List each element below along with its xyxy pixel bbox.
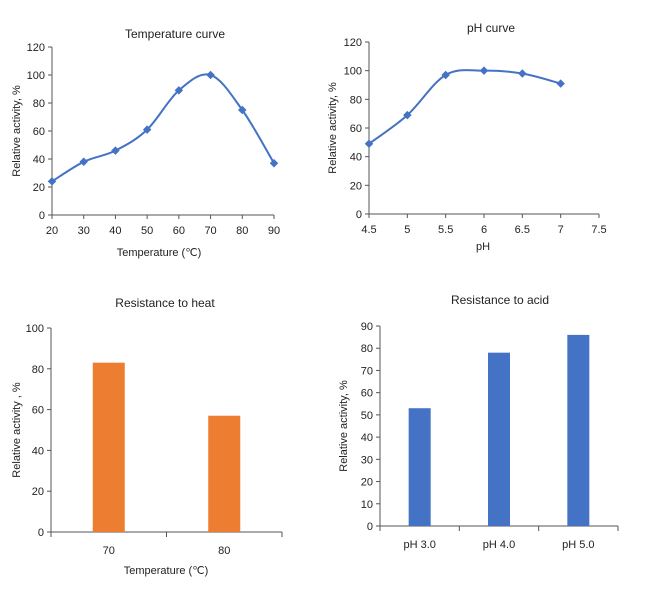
- y-tick-label: 120: [27, 42, 45, 54]
- x-tick-label: pH 4.0: [483, 539, 515, 551]
- bar: [92, 362, 125, 532]
- y-tick-label: 50: [361, 410, 373, 422]
- y-axis-label: Relative activity, %: [327, 82, 339, 174]
- chart-title: pH curve: [467, 21, 515, 35]
- y-tick-label: 60: [33, 126, 45, 138]
- chart-title: Resistance to heat: [115, 296, 215, 310]
- y-tick-label: 0: [356, 209, 362, 221]
- x-tick-label: 80: [236, 225, 248, 237]
- y-tick-label: 40: [361, 432, 373, 444]
- x-axis-label: pH: [476, 241, 490, 253]
- y-tick-label: 100: [344, 66, 362, 78]
- x-tick-label: pH 5.0: [562, 539, 594, 551]
- y-tick-label: 40: [32, 445, 44, 457]
- data-point: [556, 79, 565, 88]
- y-tick-label: 60: [32, 405, 44, 417]
- x-tick-label: 5: [404, 224, 410, 236]
- bar: [567, 334, 590, 526]
- x-tick-label: 60: [173, 225, 185, 237]
- y-tick-label: 20: [350, 180, 362, 192]
- x-tick-label: 5.5: [438, 224, 453, 236]
- x-axis-label: Temperature (℃): [124, 565, 209, 577]
- x-tick-label: 7: [558, 224, 564, 236]
- y-tick-label: 30: [361, 454, 373, 466]
- y-tick-label: 90: [361, 321, 373, 333]
- y-tick-label: 0: [38, 527, 44, 539]
- y-tick-label: 40: [33, 154, 45, 166]
- y-axis-label: Relative activity, %: [11, 85, 23, 177]
- x-tick-label: 70: [204, 225, 216, 237]
- y-tick-label: 20: [33, 182, 45, 194]
- panel-temperature-curve: Temperature curve Temperature (℃) Relati…: [11, 27, 280, 259]
- y-tick-label: 70: [361, 365, 373, 377]
- bar: [208, 415, 241, 532]
- x-tick-label: 40: [109, 225, 121, 237]
- plot-area: 0 10 20 30 40 50 60 70 80 90 pH 3.0 pH 4.0 pH 5.0: [361, 321, 619, 551]
- y-tick-label: 20: [361, 477, 373, 489]
- data-point: [403, 110, 412, 120]
- y-tick-label: 100: [26, 323, 44, 335]
- y-tick-label: 80: [361, 343, 373, 355]
- y-tick-label: 60: [350, 123, 362, 135]
- panel-ph-curve: pH curve pH Relative activity, % 0 20 40 60…: [327, 21, 607, 253]
- data-point: [441, 70, 450, 80]
- x-axis-label: Temperature (℃): [117, 247, 202, 259]
- panel-resistance-to-heat: Resistance to heat Temperature (℃) Relat…: [11, 296, 283, 577]
- y-tick-label: 10: [361, 499, 373, 511]
- series-line: [368, 69, 561, 145]
- data-point: [206, 70, 215, 80]
- data-point: [142, 125, 152, 134]
- data-point: [518, 69, 527, 78]
- y-tick-label: 60: [361, 388, 373, 400]
- y-tick-label: 80: [33, 98, 45, 110]
- data-point: [79, 157, 88, 167]
- series-line: [51, 73, 275, 183]
- chart-title: Temperature curve: [125, 27, 225, 41]
- x-tick-label: 20: [46, 225, 58, 237]
- y-tick-label: 80: [350, 94, 362, 106]
- x-tick-label: 80: [218, 545, 230, 557]
- x-tick-label: pH 3.0: [403, 539, 435, 551]
- panel-resistance-to-acid: Resistance to acid Relative activity, % …: [338, 293, 619, 551]
- plot-area: 0 20 40 60 80 100 70 80: [26, 323, 283, 557]
- y-tick-label: 40: [350, 152, 362, 164]
- chart-title: Resistance to acid: [451, 293, 549, 307]
- x-tick-label: 4.5: [361, 224, 376, 236]
- x-tick-label: 30: [78, 225, 90, 237]
- x-tick-label: 70: [103, 545, 115, 557]
- x-tick-label: 90: [268, 225, 280, 237]
- plot-area: 0 20 40 60 80 100 120 4.5 5 5.5 6 6.5 7 7.5: [344, 37, 607, 236]
- x-tick-label: 50: [141, 225, 153, 237]
- y-tick-label: 100: [27, 70, 45, 82]
- bar: [488, 352, 510, 526]
- x-tick-label: 7.5: [591, 224, 606, 236]
- data-point: [238, 105, 247, 115]
- y-tick-label: 0: [39, 210, 45, 222]
- y-tick-label: 20: [32, 486, 44, 498]
- x-tick-label: 6: [481, 224, 487, 236]
- data-point: [269, 158, 279, 168]
- y-tick-label: 0: [367, 521, 373, 533]
- y-tick-label: 120: [344, 37, 362, 49]
- data-point: [47, 177, 57, 186]
- data-point: [111, 146, 120, 155]
- y-tick-label: 80: [32, 364, 44, 376]
- data-point: [364, 139, 374, 149]
- data-point: [174, 86, 184, 95]
- x-tick-label: 6.5: [515, 224, 530, 236]
- data-point: [479, 66, 489, 75]
- bar: [408, 408, 431, 526]
- y-axis-label: Relative activity , %: [11, 382, 23, 478]
- y-axis-label: Relative activity, %: [338, 380, 350, 472]
